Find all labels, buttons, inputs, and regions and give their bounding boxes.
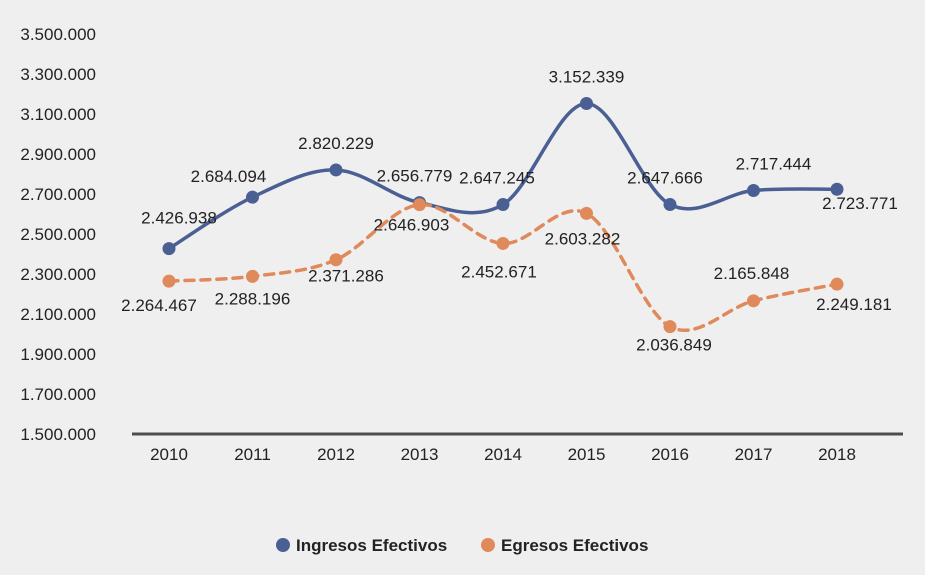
egresos-point (329, 253, 343, 267)
ingresos-point (496, 198, 510, 212)
egresos-data-label: 2.646.903 (374, 216, 450, 235)
legend-ingresos-label: Ingresos Efectivos (296, 536, 447, 555)
egresos-data-label: 2.371.286 (308, 267, 384, 286)
y-tick-label: 2.100.000 (20, 305, 96, 324)
ingresos-point (329, 163, 343, 177)
x-tick-label: 2011 (234, 445, 271, 464)
ingresos-data-label: 2.820.229 (298, 134, 374, 153)
egresos-data-label: 2.288.196 (215, 289, 291, 308)
y-tick-label: 1.500.000 (20, 425, 96, 444)
x-tick-label: 2016 (651, 445, 689, 464)
x-axis-ticks: 2010 2011 2012 2013 2014 2015 2016 2017 2018 (150, 445, 856, 464)
egresos-point (413, 198, 426, 212)
ingresos-data-label: 2.723.771 (822, 194, 898, 213)
egresos-point (246, 269, 259, 283)
egresos-point (663, 320, 677, 334)
y-axis-ticks: 1.500.000 1.700.000 1.900.000 2.100.000 2.30… (20, 25, 96, 444)
ingresos-point (162, 242, 176, 256)
egresos-data-label: 2.603.282 (545, 229, 621, 248)
egresos-point (496, 236, 510, 250)
y-tick-label: 3.100.000 (20, 105, 96, 124)
x-tick-label: 2015 (568, 445, 606, 464)
y-tick-label: 3.500.000 (20, 25, 96, 44)
egresos-point (830, 277, 844, 291)
egresos-data-label: 2.165.848 (714, 264, 790, 283)
ingresos-point (246, 190, 259, 204)
y-tick-label: 2.500.000 (20, 225, 96, 244)
x-tick-label: 2010 (150, 445, 188, 464)
ingresos-data-label: 2.717.444 (736, 155, 812, 174)
y-tick-label: 2.300.000 (20, 265, 96, 284)
ingresos-data-label: 2.684.094 (191, 167, 267, 186)
ingresos-point (580, 97, 593, 111)
legend: Ingresos Efectivos Egresos Efectivos (276, 536, 648, 555)
ingresos-point (663, 197, 677, 211)
x-tick-label: 2017 (735, 445, 773, 464)
x-tick-label: 2014 (484, 445, 522, 464)
ingresos-point (747, 184, 760, 198)
legend-ingresos-marker (276, 538, 290, 552)
egresos-point (162, 274, 176, 288)
x-tick-label: 2018 (818, 445, 856, 464)
egresos-data-label: 2.249.181 (816, 295, 892, 314)
egresos-data-label: 2.452.671 (461, 262, 537, 281)
ingresos-data-label: 3.152.339 (549, 68, 625, 87)
egresos-data-label: 2.264.467 (121, 296, 197, 315)
ingresos-data-label: 2.656.779 (377, 167, 453, 186)
legend-egresos-marker (481, 538, 495, 552)
series-points (162, 97, 844, 334)
y-tick-label: 1.900.000 (20, 345, 96, 364)
ingresos-data-label: 2.426.938 (141, 209, 217, 228)
y-tick-label: 3.300.000 (20, 65, 96, 84)
y-tick-label: 1.700.000 (20, 385, 96, 404)
x-tick-label: 2012 (317, 445, 355, 464)
y-tick-label: 2.700.000 (20, 185, 96, 204)
legend-egresos-label: Egresos Efectivos (501, 536, 648, 555)
ingresos-point (830, 182, 844, 196)
egresos-data-label: 2.036.849 (636, 336, 712, 355)
ingresos-data-label: 2.647.245 (459, 169, 535, 188)
x-tick-label: 2013 (401, 445, 439, 464)
y-tick-label: 2.900.000 (20, 145, 96, 164)
egresos-point (580, 206, 593, 220)
ingresos-data-label: 2.647.666 (627, 168, 703, 187)
ingresos-line (167, 101, 839, 251)
egresos-point (747, 294, 760, 308)
